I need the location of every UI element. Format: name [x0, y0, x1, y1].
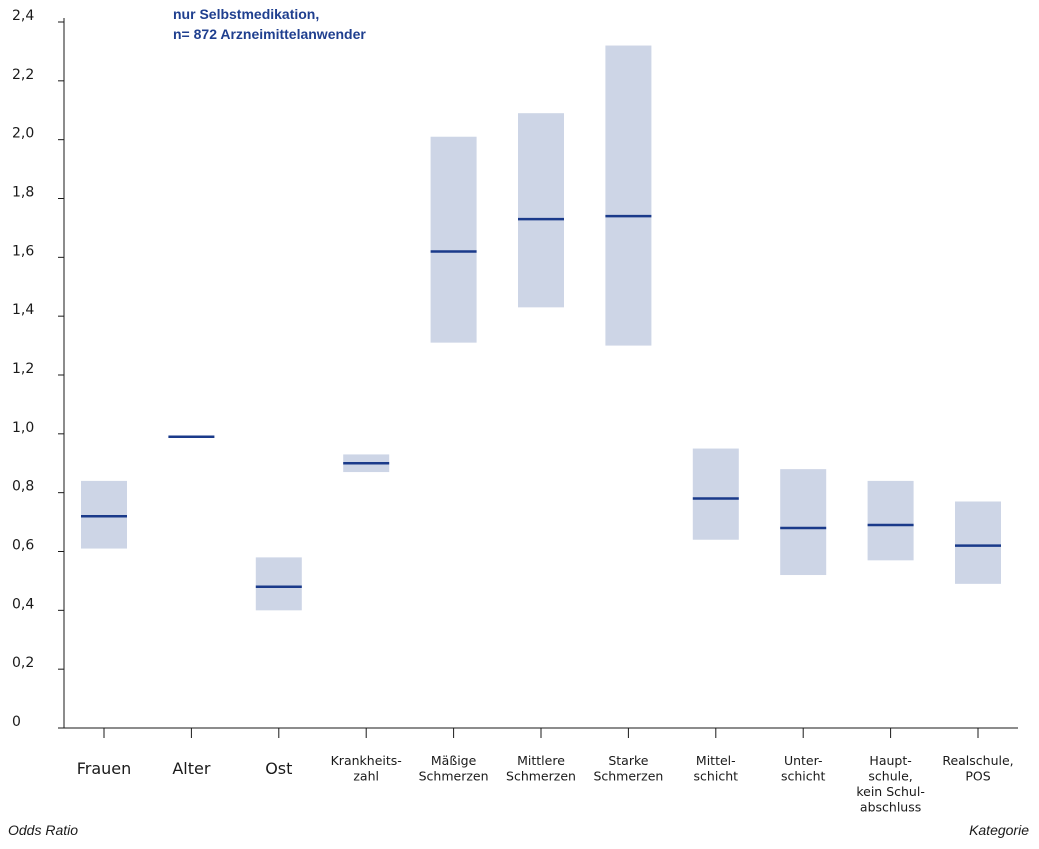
category-label: POS	[965, 769, 990, 784]
y-tick-label: 1,8	[12, 185, 34, 201]
category-label: Haupt-	[869, 753, 911, 768]
category-label: Starke	[608, 753, 648, 768]
category-label: Krankheits-	[331, 753, 402, 768]
category-label: abschluss	[860, 800, 921, 815]
category-label: Ost	[265, 759, 292, 778]
category-label: kein Schul-	[856, 784, 925, 799]
chart-title-line-2: n= 872 Arzneimittelanwender	[173, 26, 366, 42]
y-tick-label: 1,6	[12, 243, 34, 259]
ci-range-bar	[955, 501, 1001, 584]
ci-range-bar	[867, 480, 914, 561]
y-axis-label: Odds Ratio	[8, 822, 79, 838]
y-tick-label: 0	[12, 714, 21, 730]
y-tick-label: 2,4	[12, 8, 34, 24]
y-tick-label: 0,4	[12, 596, 34, 612]
y-tick-label: 2,0	[12, 126, 34, 142]
category-label: schule,	[868, 769, 912, 784]
y-tick-label: 2,2	[12, 67, 34, 83]
ci-range-bar	[430, 136, 477, 343]
x-axis-label: Kategorie	[969, 822, 1029, 838]
category-label: Mittlere	[517, 753, 565, 768]
category-label: Alter	[172, 759, 211, 778]
category-label: schicht	[781, 769, 826, 784]
ci-range-bar	[692, 448, 739, 540]
category-label: Schmerzen	[506, 769, 576, 784]
ci-range-bar	[780, 469, 827, 576]
category-label: Realschule,	[942, 753, 1013, 768]
y-tick-label: 0,8	[12, 479, 34, 495]
y-tick-label: 0,2	[12, 655, 34, 671]
category-label: Schmerzen	[593, 769, 663, 784]
category-label: Mittel-	[696, 753, 736, 768]
ci-range-bar	[81, 480, 127, 549]
y-tick-label: 1,4	[12, 302, 34, 318]
category-label: schicht	[694, 769, 739, 784]
y-tick-label: 0,6	[12, 538, 34, 554]
category-label: Mäßige	[431, 753, 477, 768]
y-tick-label: 1,2	[12, 361, 34, 377]
ci-range-bar	[605, 45, 652, 346]
ci-range-bar	[255, 557, 302, 611]
category-label: Schmerzen	[419, 769, 489, 784]
ci-range-bar	[518, 113, 564, 308]
y-tick-label: 1,0	[12, 420, 34, 436]
category-label: Frauen	[77, 759, 132, 778]
category-label: Unter-	[784, 753, 823, 768]
chart-title-line-1: nur Selbstmedikation,	[173, 6, 320, 22]
category-label: zahl	[353, 769, 379, 784]
